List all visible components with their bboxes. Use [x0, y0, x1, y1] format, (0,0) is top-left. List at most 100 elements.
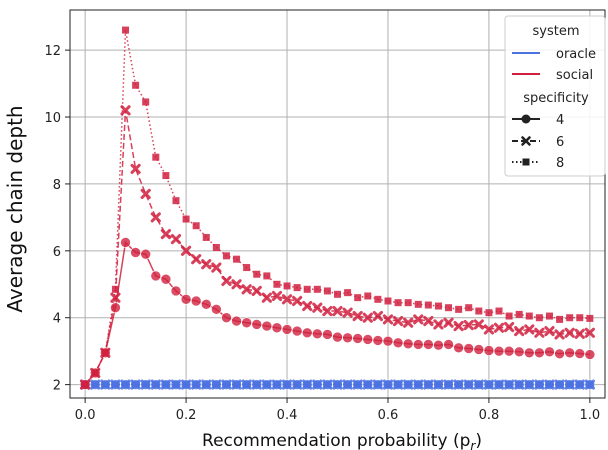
marker-oracle-8 [364, 381, 372, 389]
marker-social-6 [110, 292, 121, 303]
marker-social-8 [566, 314, 574, 322]
marker-oracle-8 [152, 381, 160, 389]
marker-social-4 [312, 328, 323, 340]
marker-oracle-8 [182, 381, 190, 389]
marker-oracle-8 [404, 381, 412, 389]
marker-social-6 [302, 300, 313, 312]
marker-social-6 [524, 324, 535, 335]
marker-social-8 [233, 255, 241, 263]
marker-social-8 [556, 315, 564, 323]
marker-social-4 [291, 325, 303, 337]
marker-social-6 [251, 285, 262, 297]
marker-social-4 [241, 317, 252, 329]
marker-social-6 [423, 315, 434, 327]
marker-social-8 [172, 197, 180, 205]
marker-social-8 [212, 243, 220, 251]
marker-oracle-8 [313, 381, 321, 389]
marker-oracle-8 [334, 381, 341, 389]
marker-social-8 [273, 280, 281, 288]
legend-spec8-marker [522, 158, 530, 166]
marker-social-4 [130, 247, 141, 258]
marker-social-4 [322, 329, 333, 340]
marker-oracle-8 [172, 381, 180, 389]
y-tick-label: 6 [53, 245, 61, 260]
marker-social-8 [91, 369, 99, 377]
marker-social-6 [372, 310, 383, 322]
marker-social-8 [182, 215, 190, 223]
series-markers [79, 26, 596, 390]
x-axis-label-close: ) [475, 431, 482, 450]
marker-social-4 [211, 304, 222, 315]
marker-social-4 [150, 270, 162, 282]
marker-social-4 [433, 339, 444, 351]
marker-oracle-8 [566, 381, 574, 389]
marker-social-4 [271, 322, 283, 334]
marker-oracle-8 [485, 381, 493, 389]
marker-social-8 [313, 285, 321, 293]
marker-social-6 [261, 292, 272, 303]
marker-social-4 [160, 273, 172, 285]
marker-social-8 [586, 314, 594, 322]
marker-social-4 [301, 327, 313, 339]
marker-social-6 [180, 245, 192, 256]
marker-oracle-8 [374, 381, 382, 389]
marker-social-8 [344, 289, 352, 297]
legend-oracle-label: oracle [556, 47, 596, 62]
marker-oracle-8 [101, 381, 109, 389]
x-tick-label: 0.8 [479, 408, 500, 423]
marker-oracle-8 [545, 381, 553, 389]
marker-social-6 [312, 302, 323, 313]
marker-oracle-8 [142, 381, 150, 389]
marker-oracle-8 [465, 381, 473, 389]
marker-oracle-8 [202, 381, 210, 389]
marker-social-4 [574, 348, 586, 359]
marker-social-4 [554, 348, 565, 360]
marker-social-4 [180, 294, 192, 305]
marker-social-8 [364, 292, 372, 300]
marker-social-6 [191, 254, 202, 265]
marker-social-4 [544, 346, 555, 358]
marker-social-4 [392, 337, 404, 349]
marker-oracle-8 [535, 381, 543, 389]
x-tick-label: 0.2 [176, 408, 197, 423]
marker-social-8 [374, 295, 382, 303]
marker-social-6 [292, 295, 303, 307]
marker-oracle-8 [505, 381, 513, 389]
marker-social-8 [445, 304, 453, 312]
marker-social-6 [352, 310, 363, 322]
marker-social-4 [382, 335, 394, 347]
y-tick-label: 4 [53, 312, 61, 327]
marker-oracle-8 [323, 381, 331, 389]
marker-oracle-8 [111, 381, 119, 389]
marker-oracle-8 [233, 381, 241, 389]
marker-social-8 [334, 290, 341, 298]
marker-oracle-8 [556, 381, 564, 389]
marker-social-6 [493, 322, 505, 333]
x-tick-label: 0.6 [378, 408, 399, 423]
marker-social-8 [384, 297, 392, 305]
marker-social-6 [170, 234, 182, 245]
marker-social-4 [372, 335, 384, 346]
marker-social-4 [120, 237, 131, 248]
marker-social-6 [564, 327, 575, 338]
marker-social-6 [433, 319, 444, 330]
marker-social-6 [403, 317, 414, 328]
marker-social-4 [564, 347, 575, 359]
marker-social-4 [190, 295, 202, 307]
marker-social-4 [513, 346, 525, 358]
marker-social-6 [443, 317, 454, 328]
marker-social-4 [261, 320, 273, 332]
marker-social-6 [130, 163, 141, 174]
marker-social-6 [382, 314, 394, 325]
marker-social-8 [434, 302, 442, 310]
marker-social-6 [332, 305, 343, 317]
marker-social-8 [162, 172, 170, 180]
x-axis-label-subscript: r [470, 439, 476, 450]
marker-oracle-8 [354, 381, 362, 389]
marker-social-6 [281, 294, 293, 305]
marker-social-8 [414, 300, 422, 308]
marker-social-6 [241, 284, 252, 295]
marker-social-8 [424, 301, 432, 309]
marker-social-8 [475, 307, 483, 315]
legend: system oracle social specificity 4 6 8 [504, 15, 606, 177]
